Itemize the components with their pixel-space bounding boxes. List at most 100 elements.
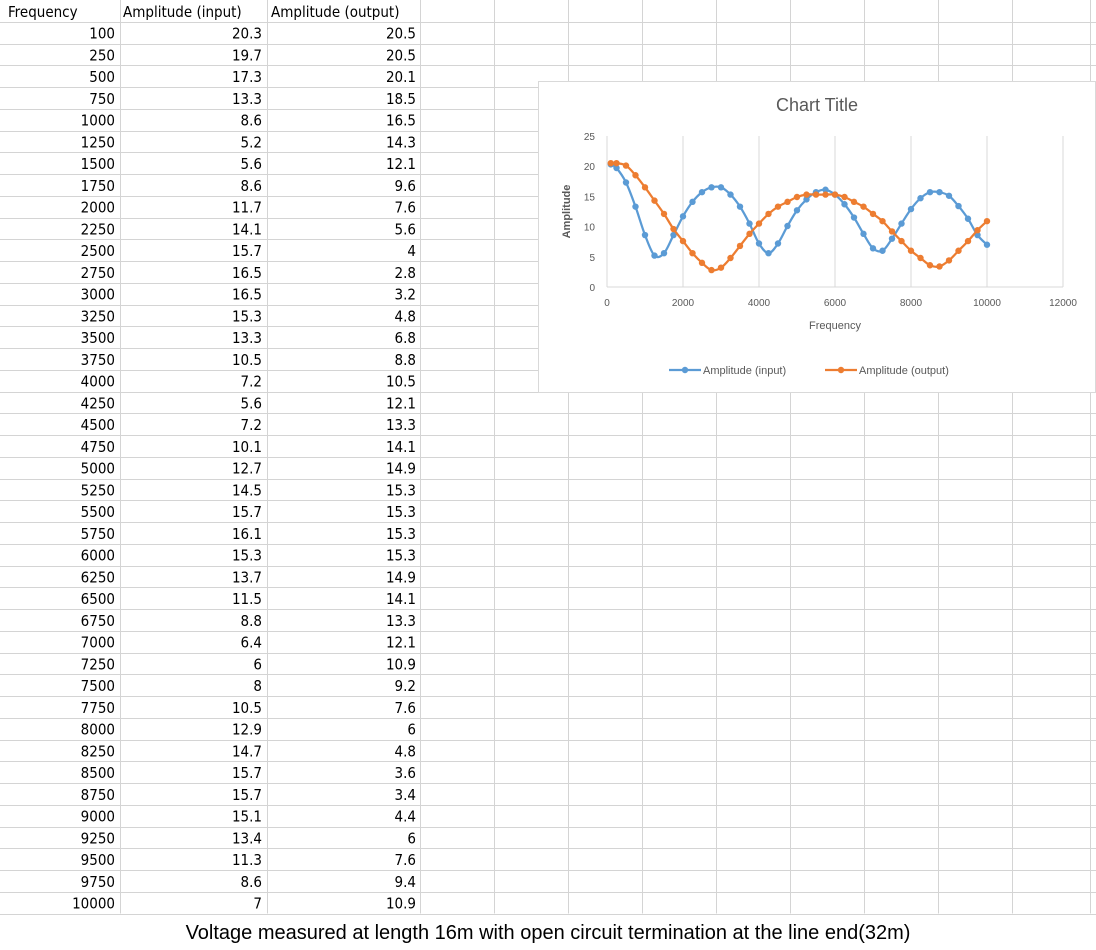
table-cell[interactable]: 13.3: [386, 416, 416, 434]
data-point-input[interactable]: [822, 186, 829, 193]
data-point-output[interactable]: [888, 228, 896, 235]
table-cell[interactable]: 2.8: [395, 264, 416, 282]
data-point-output[interactable]: [746, 230, 753, 238]
table-cell[interactable]: 16.5: [386, 112, 416, 130]
table-cell[interactable]: 19.7: [232, 46, 262, 64]
data-point-output[interactable]: [822, 191, 829, 198]
data-point-input[interactable]: [689, 198, 696, 206]
data-point-input[interactable]: [964, 215, 972, 222]
data-point-output[interactable]: [774, 203, 782, 210]
table-cell[interactable]: 6: [253, 655, 262, 673]
table-cell[interactable]: 16.1: [232, 525, 262, 543]
table-cell[interactable]: 6: [407, 829, 416, 847]
table-cell[interactable]: 5.6: [241, 394, 262, 412]
data-point-output[interactable]: [793, 193, 801, 201]
data-point-output[interactable]: [955, 247, 962, 254]
data-point-output[interactable]: [622, 162, 630, 169]
data-point-output[interactable]: [708, 266, 715, 274]
table-cell[interactable]: 13.4: [232, 829, 262, 847]
data-point-input[interactable]: [860, 230, 867, 238]
table-cell[interactable]: 2750: [81, 264, 115, 282]
header-cell[interactable]: Amplitude (output): [271, 3, 400, 21]
table-cell[interactable]: 8750: [81, 786, 115, 804]
table-cell[interactable]: 14.1: [386, 438, 416, 456]
table-cell[interactable]: 8: [253, 677, 262, 695]
table-cell[interactable]: 14.7: [232, 742, 262, 760]
table-cell[interactable]: 15.3: [232, 547, 262, 565]
table-cell[interactable]: 8250: [81, 742, 115, 760]
data-point-input[interactable]: [917, 195, 924, 202]
data-point-input[interactable]: [898, 220, 905, 227]
table-cell[interactable]: 10.1: [232, 438, 262, 456]
table-cell[interactable]: 12.1: [386, 394, 416, 412]
table-cell[interactable]: 15.3: [232, 307, 262, 325]
table-cell[interactable]: 100: [89, 25, 115, 43]
table-cell[interactable]: 1000: [81, 112, 115, 130]
table-cell[interactable]: 2000: [81, 199, 115, 217]
data-point-output[interactable]: [765, 210, 772, 218]
table-cell[interactable]: 7.2: [241, 416, 262, 434]
table-cell[interactable]: 8.6: [241, 177, 262, 195]
data-point-output[interactable]: [983, 217, 991, 225]
table-cell[interactable]: 4.8: [395, 307, 416, 325]
table-cell[interactable]: 9500: [81, 851, 115, 869]
table-cell[interactable]: 13.3: [386, 612, 416, 630]
table-cell[interactable]: 3500: [81, 329, 115, 347]
table-cell[interactable]: 10.9: [386, 895, 416, 913]
data-point-input[interactable]: [774, 240, 782, 247]
table-cell[interactable]: 1500: [81, 155, 115, 173]
table-cell[interactable]: 9250: [81, 829, 115, 847]
table-cell[interactable]: 6: [407, 721, 416, 739]
table-cell[interactable]: 15.3: [386, 525, 416, 543]
data-point-output[interactable]: [651, 197, 658, 204]
header-cell[interactable]: Frequency: [8, 3, 78, 21]
table-cell[interactable]: 1250: [81, 133, 115, 151]
table-cell[interactable]: 7: [253, 895, 262, 913]
data-point-input[interactable]: [622, 179, 630, 186]
table-cell[interactable]: 10.9: [386, 655, 416, 673]
table-cell[interactable]: 3.4: [395, 786, 416, 804]
table-cell[interactable]: 4: [407, 242, 416, 260]
data-point-output[interactable]: [898, 237, 905, 245]
table-cell[interactable]: 15.7: [232, 503, 262, 521]
table-cell[interactable]: 14.9: [386, 568, 416, 586]
data-point-output[interactable]: [974, 227, 981, 234]
table-cell[interactable]: 3.2: [395, 286, 416, 304]
data-point-input[interactable]: [613, 164, 620, 172]
data-point-output[interactable]: [879, 217, 886, 225]
table-cell[interactable]: 8.8: [395, 351, 416, 369]
data-point-input[interactable]: [803, 196, 810, 203]
data-point-input[interactable]: [670, 231, 677, 239]
data-point-input[interactable]: [850, 214, 858, 221]
data-point-output[interactable]: [945, 257, 953, 264]
data-point-input[interactable]: [746, 220, 753, 227]
table-cell[interactable]: 5500: [81, 503, 115, 521]
table-cell[interactable]: 14.9: [386, 460, 416, 478]
table-cell[interactable]: 4.4: [395, 808, 416, 826]
table-cell[interactable]: 9000: [81, 808, 115, 826]
data-point-output[interactable]: [812, 191, 820, 198]
table-cell[interactable]: 6000: [81, 547, 115, 565]
table-cell[interactable]: 15.7: [232, 242, 262, 260]
data-point-input[interactable]: [736, 203, 744, 210]
table-cell[interactable]: 3250: [81, 307, 115, 325]
data-point-input[interactable]: [641, 231, 649, 239]
table-cell[interactable]: 6.8: [395, 329, 416, 347]
table-cell[interactable]: 10.5: [232, 699, 262, 717]
legend-label[interactable]: Amplitude (input): [703, 365, 786, 377]
table-cell[interactable]: 4750: [81, 438, 115, 456]
data-point-output[interactable]: [613, 159, 620, 167]
table-cell[interactable]: 14.1: [386, 590, 416, 608]
data-point-input[interactable]: [660, 249, 668, 257]
data-point-output[interactable]: [717, 264, 725, 271]
table-cell[interactable]: 15.7: [232, 764, 262, 782]
data-point-output[interactable]: [607, 159, 614, 167]
table-cell[interactable]: 10000: [72, 895, 115, 913]
data-point-input[interactable]: [888, 235, 896, 242]
table-cell[interactable]: 5.6: [241, 155, 262, 173]
table-cell[interactable]: 7500: [81, 677, 115, 695]
table-cell[interactable]: 8000: [81, 721, 115, 739]
table-cell[interactable]: 11.3: [232, 851, 262, 869]
table-cell[interactable]: 4.8: [395, 742, 416, 760]
data-point-output[interactable]: [736, 242, 744, 250]
